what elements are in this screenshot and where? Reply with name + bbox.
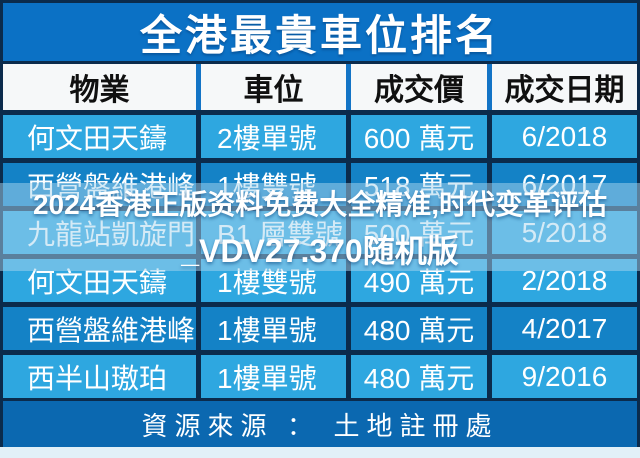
date-cell: 4/2017 [492, 307, 637, 350]
table-header-row: 物業 車位 成交價 成交日期 [3, 64, 637, 110]
title-bar: 全港最貴車位排名 [3, 3, 637, 61]
space-cell: 1樓單號 [201, 307, 346, 350]
bottom-strip [0, 447, 640, 458]
watermark-overlay: 2024香港正版资料免费大全精准,时代变革评估 _VDV27.370随机版 [0, 183, 640, 271]
table-row: 西半山璈珀 1樓單號 480 萬元 9/2016 [3, 355, 637, 398]
property-cell: 何文田天鑄 [3, 115, 196, 158]
date-cell: 6/2018 [492, 115, 637, 158]
price-cell: 480 萬元 [351, 355, 487, 398]
source-note: 資源來源 ： 土地註冊處 [141, 411, 499, 441]
watermark-line-2: _VDV27.370随机版 [181, 232, 459, 269]
table-row: 何文田天鑄 2樓單號 600 萬元 6/2018 [3, 115, 637, 158]
table-row: 西營盤維港峰 1樓單號 480 萬元 4/2017 [3, 307, 637, 350]
date-cell: 9/2016 [492, 355, 637, 398]
price-cell: 600 萬元 [351, 115, 487, 158]
column-header-property: 物業 [3, 64, 196, 110]
page-title: 全港最貴車位排名 [139, 11, 500, 59]
property-cell: 西半山璈珀 [3, 355, 196, 398]
space-cell: 1樓單號 [201, 355, 346, 398]
column-header-price: 成交價 [351, 64, 487, 110]
column-header-date: 成交日期 [492, 64, 637, 110]
source-footer: 資源來源 ： 土地註冊處 [3, 401, 637, 447]
price-cell: 480 萬元 [351, 307, 487, 350]
column-header-space: 車位 [201, 64, 346, 110]
space-cell: 2樓單號 [201, 115, 346, 158]
watermark-line-1: 2024香港正版资料免费大全精准,时代变革评估 [32, 188, 608, 220]
property-cell: 西營盤維港峰 [3, 307, 196, 350]
